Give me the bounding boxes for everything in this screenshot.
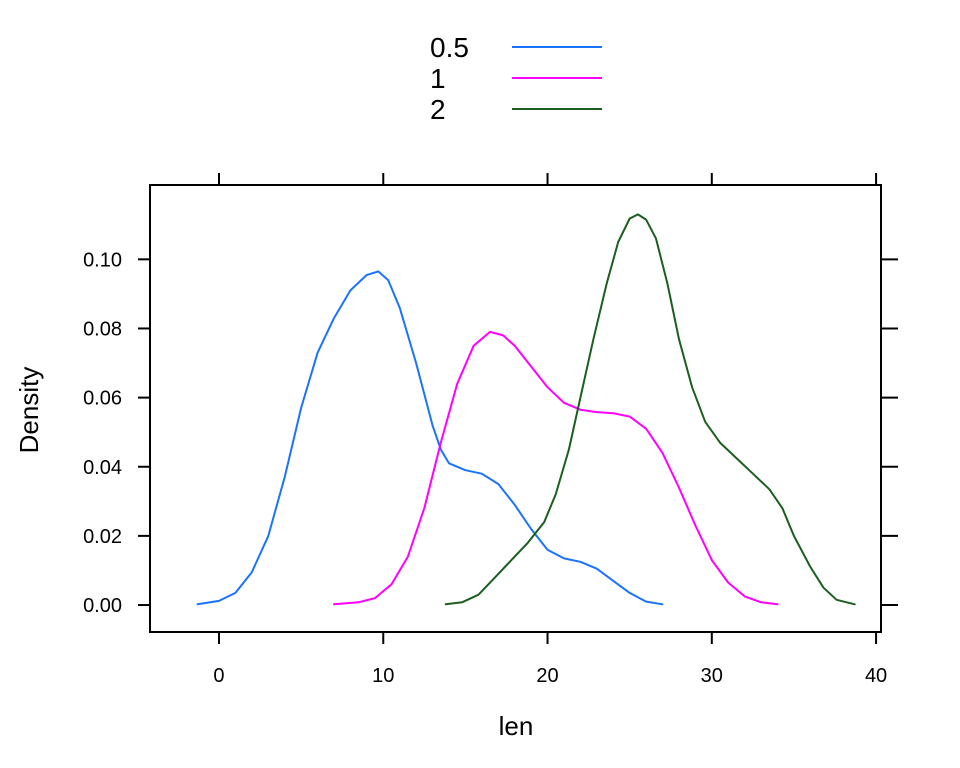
x-axis: 0 10 20 30 40 (213, 173, 887, 687)
legend-label: 0.5 (430, 32, 469, 63)
legend-label: 1 (430, 63, 446, 94)
x-tick-label: 10 (372, 665, 394, 687)
y-tick-label: 0.04 (83, 457, 122, 479)
x-tick-label: 40 (865, 665, 887, 687)
legend-label: 2 (430, 94, 446, 125)
series-line-2 (444, 213, 856, 606)
y-tick-label: 0.08 (83, 318, 122, 340)
y-tick-label: 0.00 (83, 595, 122, 617)
series-lines (196, 213, 856, 606)
x-tick-label: 30 (701, 665, 723, 687)
y-axis: 0.00 0.02 0.04 0.06 0.08 0.10 (83, 249, 898, 617)
series-line-1 (333, 330, 779, 606)
series-line-0-5 (196, 270, 664, 606)
x-axis-title: len (499, 711, 534, 741)
y-axis-title: Density (14, 367, 44, 454)
x-tick-label: 20 (536, 665, 558, 687)
y-tick-label: 0.02 (83, 526, 122, 548)
legend: 0.512 (430, 32, 602, 125)
plot-frame (149, 184, 882, 633)
y-tick-label: 0.06 (83, 388, 122, 410)
y-tick-label: 0.10 (83, 249, 122, 271)
x-tick-label: 0 (213, 665, 224, 687)
